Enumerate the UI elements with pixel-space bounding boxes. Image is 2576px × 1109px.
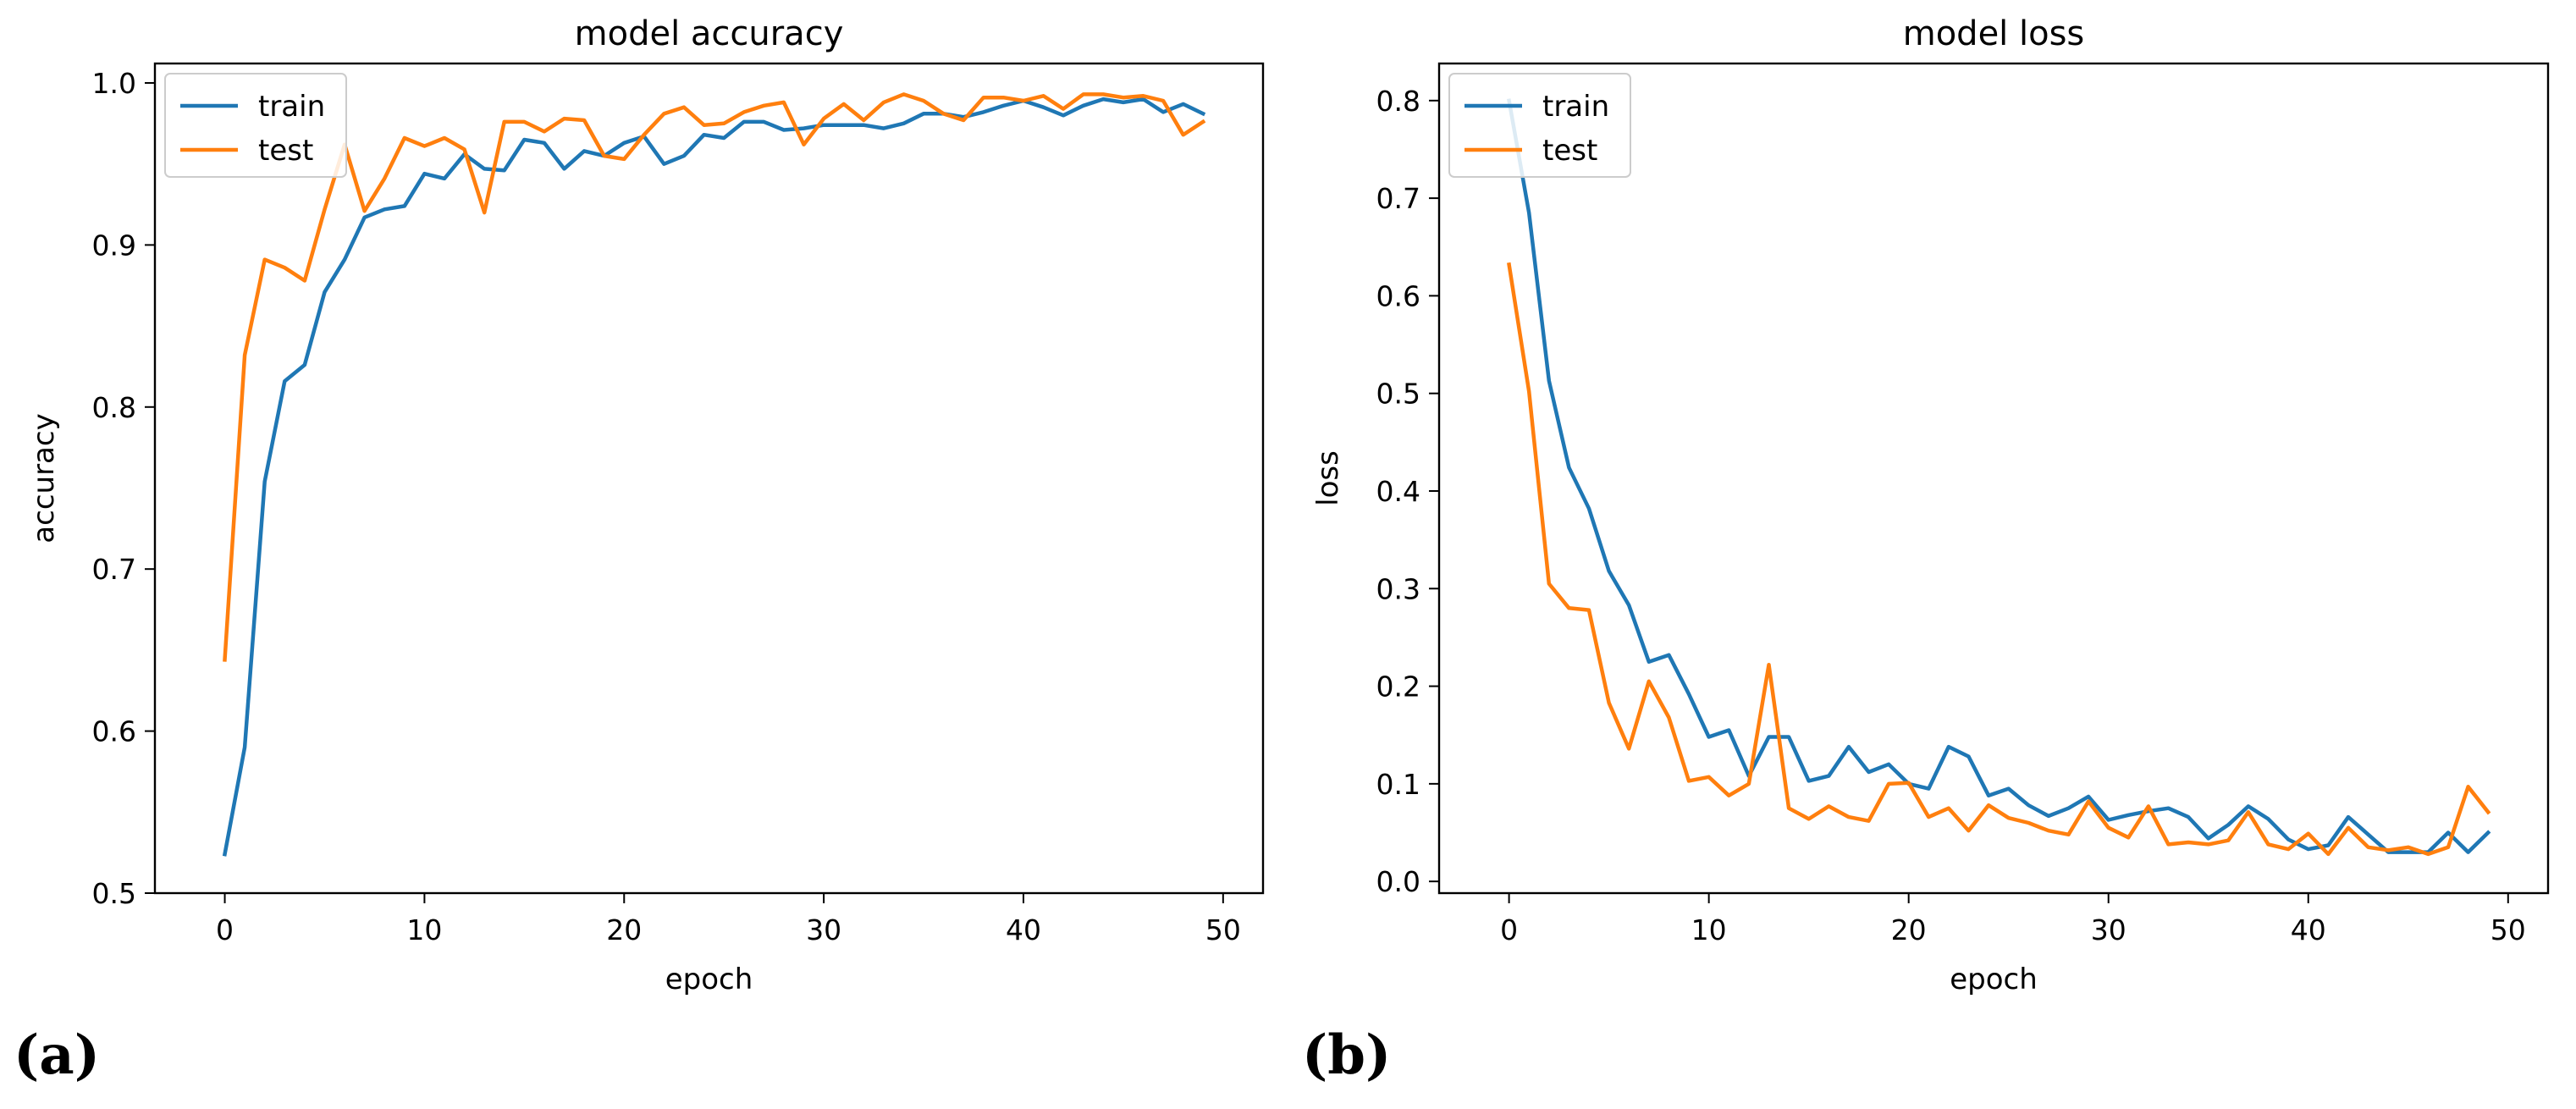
x-tick-label: 50 [2491, 913, 2526, 946]
x-tick-label: 0 [1500, 913, 1518, 946]
y-axis-label: accuracy [27, 413, 61, 543]
panel-label-b: (b) [1302, 1023, 1392, 1087]
legend-label-train: train [1542, 90, 1609, 124]
x-tick-label: 30 [806, 913, 841, 946]
y-tick-label: 0.7 [1376, 182, 1420, 215]
plot-frame [153, 62, 1265, 895]
x-tick-label: 0 [216, 913, 234, 946]
y-tick-label: 0.8 [92, 391, 136, 424]
y-axis-label: loss [1311, 450, 1345, 506]
chart-legend: train test [164, 73, 347, 178]
plot-frame [1437, 62, 2550, 895]
y-tick-label: 0.9 [92, 229, 136, 262]
legend-label-test: test [1542, 134, 1597, 168]
y-tick-label: 0.6 [1376, 279, 1420, 312]
y-tick-label: 0.5 [1376, 378, 1420, 411]
y-tick-label: 0.2 [1376, 670, 1420, 703]
x-tick-label: 20 [1891, 913, 1927, 946]
y-tick-label: 0.1 [1376, 768, 1420, 801]
x-tick-label: 40 [2291, 913, 2326, 946]
y-tick-label: 1.0 [92, 67, 136, 100]
y-tick-label: 0.0 [1376, 865, 1420, 898]
y-tick-label: 0.3 [1376, 572, 1420, 605]
test-series-line [1507, 262, 2491, 857]
chart-legend: train test [1448, 73, 1631, 178]
x-axis-label: epoch [665, 963, 753, 996]
legend-label-test: test [258, 134, 313, 168]
y-tick-label: 0.5 [92, 877, 136, 910]
x-tick-label: 20 [606, 913, 642, 946]
train-series-line [222, 97, 1206, 857]
chart-title: model accuracy [575, 14, 844, 53]
x-tick-label: 10 [406, 913, 442, 946]
x-axis-label: epoch [1950, 963, 2038, 996]
chart-title: model loss [1903, 14, 2085, 53]
y-tick-label: 0.7 [92, 553, 136, 586]
test-series-line [223, 92, 1206, 662]
x-tick-label: 30 [2091, 913, 2126, 946]
x-tick-label: 10 [1691, 913, 1727, 946]
train-series-line [1506, 98, 2491, 854]
accuracy-chart: 0 10 20 30 40 50 0.5 0.6 0.7 0.8 0.9 1.0 model accur… [27, 14, 1265, 996]
y-tick-label: 0.4 [1376, 475, 1420, 508]
panel-label-a: (a) [14, 1023, 101, 1087]
loss-chart: 0 10 20 30 40 50 0.0 0.1 0.2 0.3 0.4 0.5 0.6 0.7 0.8 mo… [1311, 14, 2550, 996]
x-tick-label: 40 [1006, 913, 1041, 946]
legend-label-train: train [258, 90, 325, 124]
x-tick-label: 50 [1205, 913, 1241, 946]
y-tick-label: 0.6 [92, 715, 136, 748]
y-tick-label: 0.8 [1376, 85, 1420, 118]
